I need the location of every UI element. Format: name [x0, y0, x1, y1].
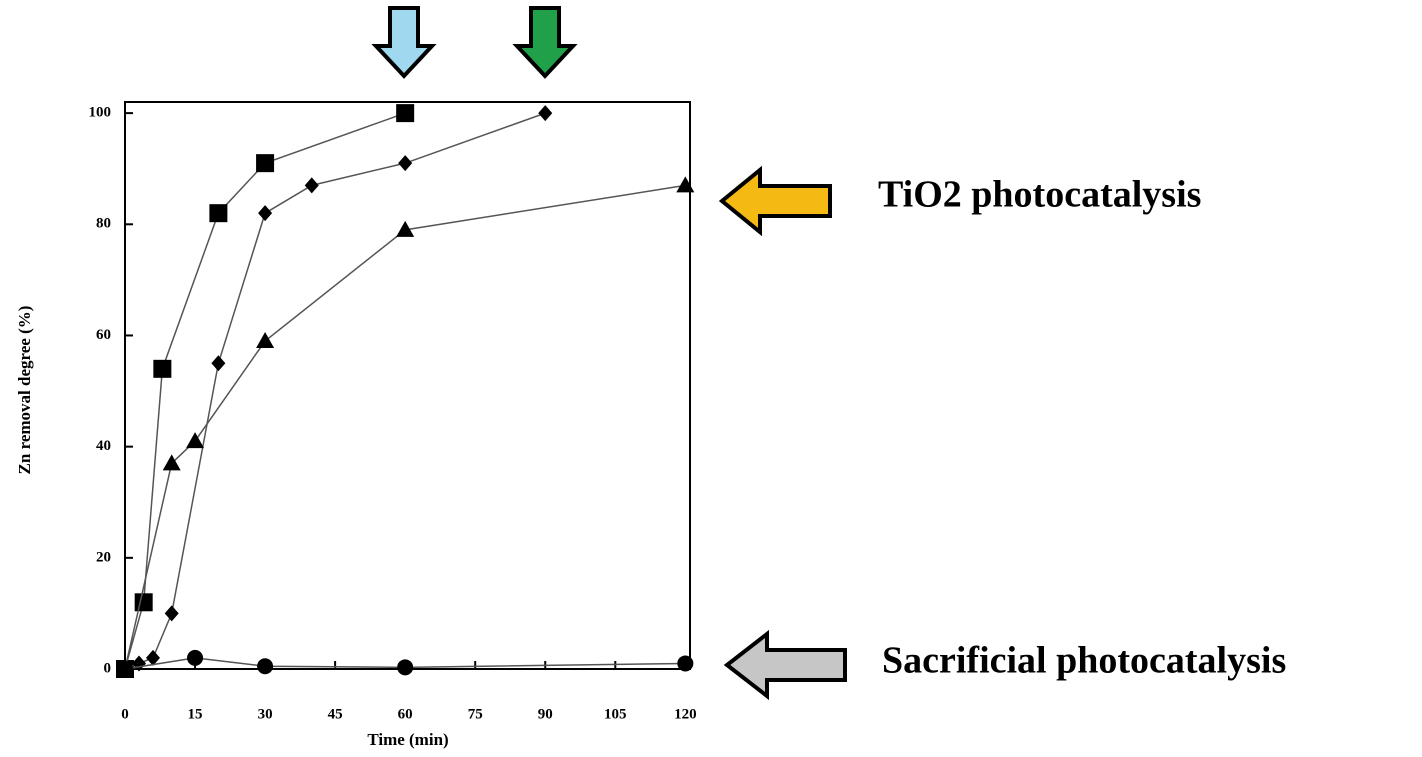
marker — [538, 105, 552, 121]
x-tick-label: 105 — [604, 706, 627, 722]
marker — [153, 360, 171, 378]
marker — [186, 432, 204, 448]
marker — [258, 205, 272, 221]
y-axis-label: Zn removal degree (%) — [15, 306, 34, 475]
left-arrow — [722, 170, 830, 232]
slide: Time (min) Zn removal degree (%) TiO2 ph… — [0, 0, 1422, 757]
y-tick-label: 60 — [96, 327, 111, 343]
marker — [676, 176, 694, 192]
left-arrow — [727, 634, 845, 696]
annotation: TiO2 photocatalysis — [878, 174, 1201, 216]
marker — [396, 104, 414, 122]
x-tick-label: 15 — [188, 706, 203, 722]
x-tick-label: 0 — [121, 706, 129, 722]
marker — [135, 593, 153, 611]
marker — [187, 650, 203, 666]
marker — [211, 355, 225, 371]
marker — [209, 204, 227, 222]
x-tick-label: 45 — [328, 706, 343, 722]
series-line — [125, 113, 405, 669]
series-line — [125, 113, 545, 669]
marker — [397, 659, 413, 675]
x-tick-label: 60 — [398, 706, 413, 722]
marker — [305, 177, 319, 193]
down-arrow — [517, 8, 573, 76]
y-tick-label: 0 — [104, 660, 112, 676]
y-tick-label: 100 — [89, 105, 112, 121]
x-axis-label: Time (min) — [367, 730, 448, 749]
series-line — [125, 185, 685, 669]
x-tick-label: 90 — [538, 706, 553, 722]
y-tick-label: 80 — [96, 216, 111, 232]
annotation: Sacrificial photocatalysis — [882, 640, 1286, 682]
plot-frame — [125, 102, 690, 669]
y-tick-label: 20 — [96, 549, 111, 565]
x-tick-label: 120 — [674, 706, 697, 722]
marker — [256, 154, 274, 172]
y-tick-label: 40 — [96, 438, 111, 454]
marker — [117, 661, 133, 677]
marker — [256, 332, 274, 348]
marker — [165, 605, 179, 621]
marker — [677, 655, 693, 671]
x-tick-label: 30 — [258, 706, 273, 722]
down-arrow — [376, 8, 432, 76]
x-tick-label: 75 — [468, 706, 483, 722]
marker — [257, 658, 273, 674]
marker — [398, 155, 412, 171]
